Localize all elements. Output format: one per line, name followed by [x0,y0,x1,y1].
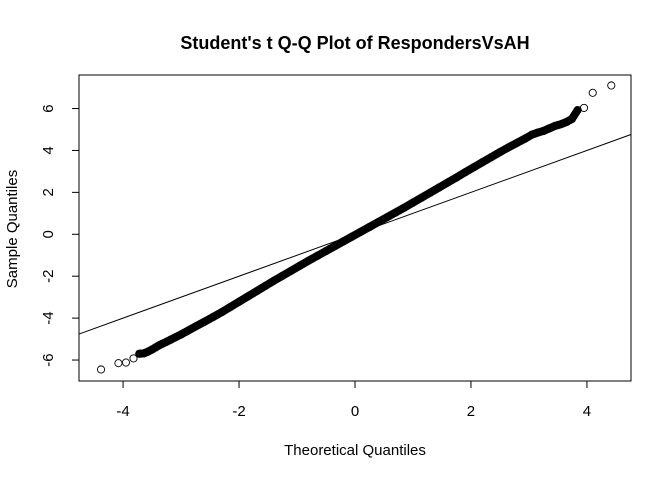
data-point [183,326,193,335]
data-point [287,266,296,275]
data-point [513,138,522,147]
y-tick-label: 2 [40,188,57,196]
data-point [469,163,478,172]
data-point [143,347,153,356]
data-point [588,88,597,97]
data-point [408,198,418,207]
data-point [400,203,409,212]
data-point [166,335,175,344]
data-point [495,148,505,157]
data-point [217,308,226,317]
y-tick-label: -4 [40,311,57,324]
data-point [435,183,444,192]
data-point [96,365,106,374]
data-point [330,242,339,251]
data-point [243,292,252,301]
data-point [208,313,217,322]
data-point [356,227,365,236]
x-tick-label: 2 [467,403,475,420]
reference-line [78,134,632,335]
y-tick-label: -6 [40,353,57,366]
data-point [121,358,131,367]
data-point [139,349,148,358]
x-tick-label: -4 [116,403,129,420]
data-point [527,130,536,139]
data-point [452,173,461,182]
data-point [550,121,560,130]
data-point [252,287,261,296]
plot-frame [78,74,632,382]
data-point [487,153,496,162]
y-tick-label: -2 [40,270,57,283]
data-point [533,128,542,137]
data-point [520,134,529,143]
data-point [200,317,209,326]
y-axis-label: Sample Quantiles [4,170,21,288]
data-point [269,276,278,285]
data-point [261,282,270,291]
data-point [426,188,435,197]
y-axis: -6 -4 -2 0 2 4 6 [40,104,80,367]
data-point [177,330,186,339]
data-point [417,193,426,202]
data-point [504,143,513,152]
data-point [567,114,576,124]
x-axis-label: Theoretical Quantiles [284,442,426,459]
data-points [96,81,616,374]
chart-title: Student's t Q-Q Plot of RespondersVsAH [180,33,529,53]
data-point [461,168,470,177]
data-point [382,213,391,222]
x-tick-label: 4 [583,403,591,420]
data-point [234,297,244,306]
data-point [339,237,348,246]
data-point [313,251,322,260]
data-point [365,222,374,232]
data-point [556,120,565,129]
data-point [226,302,235,312]
data-point [278,271,287,280]
data-point [478,158,487,167]
data-point [607,81,616,90]
data-point [391,208,400,217]
data-point [443,178,452,187]
data-point [304,256,313,265]
data-point [135,349,144,358]
x-axis: -4 -2 0 2 4 [116,380,591,420]
data-point [191,322,200,331]
data-point [162,337,171,346]
data-point [579,103,589,112]
y-tick-label: 4 [40,146,57,154]
x-tick-label: -2 [232,403,245,420]
data-point [158,339,167,348]
data-point [129,354,138,363]
y-tick-label: 6 [40,104,57,112]
y-tick-label: 0 [40,230,57,238]
data-point [295,261,304,270]
data-point [114,359,123,368]
data-point [321,247,331,256]
x-tick-label: 0 [351,403,359,420]
